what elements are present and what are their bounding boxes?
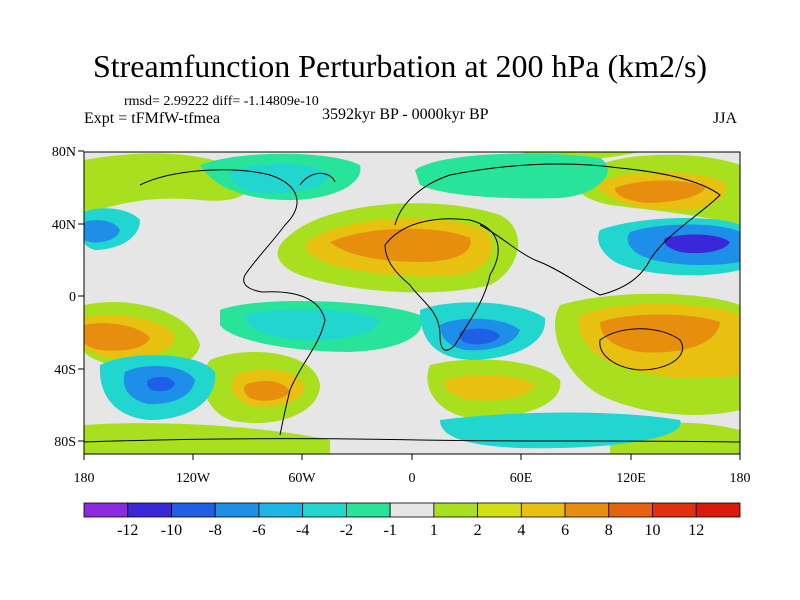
lat-label: 80N (52, 145, 76, 160)
contour-region (84, 323, 150, 351)
colorbar-swatch (302, 502, 347, 518)
colorbar-label: 6 (561, 522, 569, 539)
colorbar-label: -6 (252, 522, 265, 539)
colorbar-label: -2 (340, 522, 353, 539)
lon-label: 180 (730, 471, 751, 486)
contour-region (245, 308, 380, 341)
lon-label: 60E (510, 471, 533, 486)
colorbar-label: 10 (645, 522, 661, 539)
contour-region (600, 314, 720, 353)
contour-region (459, 328, 500, 345)
colorbar-label: 12 (688, 522, 704, 539)
colorbar-swatch (477, 502, 522, 518)
colorbar-swatch (258, 502, 304, 518)
colorbar-label: -12 (117, 522, 138, 539)
colorbar-swatch (564, 502, 610, 518)
season-label: JJA (713, 110, 738, 127)
colorbar-label: -8 (209, 522, 222, 539)
colorbar-swatch (214, 502, 260, 518)
colorbar-swatch (608, 502, 653, 518)
contour-region (147, 376, 175, 392)
lon-label: 120W (176, 471, 211, 486)
colorbar-swatch (345, 502, 391, 518)
colorbar-label: 4 (517, 522, 525, 539)
coastline-eurasia (394, 163, 721, 296)
axis-ticks (78, 150, 741, 460)
contour-region (440, 412, 681, 449)
coastline-africa (384, 218, 499, 351)
coastline-antarctica (84, 438, 740, 443)
colorbar (83, 502, 741, 518)
colorbar-swatch (389, 502, 435, 518)
colorbar-label: 1 (430, 522, 438, 539)
contour-region (615, 180, 705, 203)
coastline-greenland (299, 172, 336, 186)
lat-label: 0 (69, 290, 76, 305)
colorbar-label: 8 (605, 522, 613, 539)
colorbar-swatch (520, 502, 566, 518)
colorbar-label: -10 (161, 522, 182, 539)
colorbar-swatch (695, 502, 741, 518)
lon-label: 120E (616, 471, 646, 486)
coastline-north-america (139, 169, 298, 293)
coastlines (84, 163, 740, 443)
lat-label: 40N (52, 218, 76, 233)
colorbar-labels: -12 -10 -8 -6 -4 -2 -1 1 2 4 6 8 10 12 (117, 522, 704, 539)
lat-label: 40S (54, 363, 76, 378)
coastline-south-america (261, 291, 326, 436)
contour-region (84, 423, 330, 454)
lat-label: 80S (54, 435, 76, 450)
colorbar-label: -4 (296, 522, 309, 539)
colorbar-swatch (171, 502, 216, 518)
contour-field (84, 152, 740, 454)
contour-region (330, 228, 471, 262)
colorbar-swatch (652, 502, 697, 518)
lon-label: 60W (288, 471, 316, 486)
contour-region (664, 234, 730, 254)
colorbar-swatch (433, 502, 479, 518)
colorbar-label: 2 (474, 522, 482, 539)
chart-title: Streamfunction Perturbation at 200 hPa (… (92, 48, 708, 84)
coastline-australia (599, 328, 683, 371)
contour-region (444, 375, 535, 401)
experiment-label: Expt = tFMfW-tfmea (84, 110, 221, 127)
period-label: 3592kyr BP - 0000kyr BP (322, 106, 489, 123)
contour-region (84, 220, 120, 243)
colorbar-swatch (127, 502, 172, 518)
stats-text: rmsd= 2.99222 diff= -1.14809e-10 (124, 94, 319, 109)
contour-region (415, 153, 608, 199)
contour-region (244, 380, 290, 401)
colorbar-label: -1 (383, 522, 396, 539)
lon-label: 0 (409, 471, 416, 486)
colorbar-swatch (83, 502, 129, 518)
lon-label: 180 (74, 471, 95, 486)
